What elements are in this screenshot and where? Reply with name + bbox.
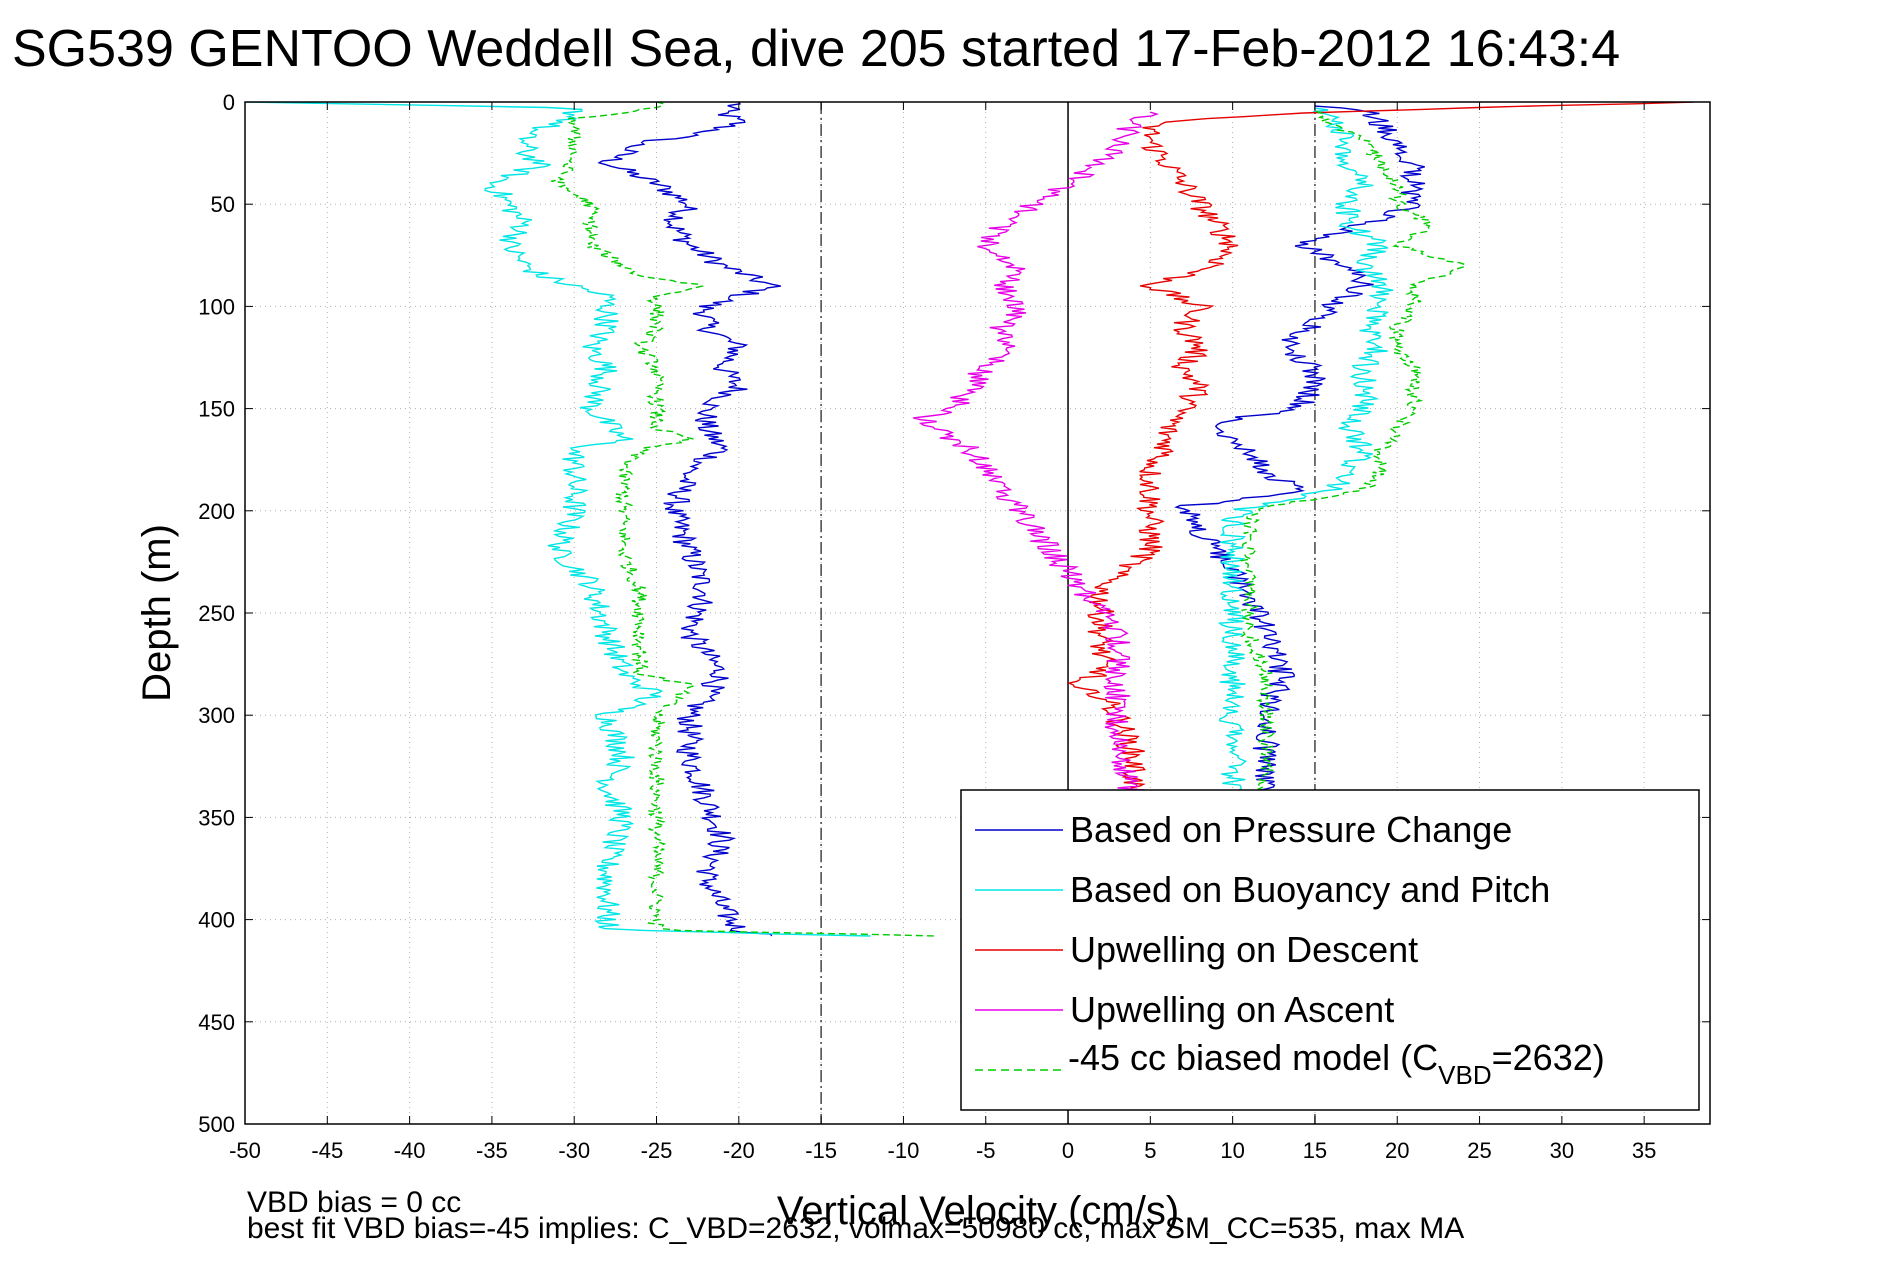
y-tick-label: 350 (198, 805, 235, 830)
legend-label-biased-model: -45 cc biased model (CVBD=2632) (1068, 1037, 1605, 1090)
x-tick-label: 35 (1632, 1138, 1656, 1163)
x-tick-label: 20 (1385, 1138, 1409, 1163)
series-line-45-cc-biased-model-c-vbd-2632-descent (551, 102, 937, 937)
y-tick-label: 400 (198, 908, 235, 933)
x-tick-label: -20 (723, 1138, 755, 1163)
y-axis-title: Depth (m) (135, 524, 179, 702)
y-tick-label: 450 (198, 1010, 235, 1035)
footnote-best-fit: best fit VBD bias=-45 implies: C_VBD=263… (247, 1212, 1464, 1245)
x-tick-label: 0 (1062, 1138, 1074, 1163)
legend-label-upwelling-ascent: Upwelling on Ascent (1070, 989, 1394, 1030)
x-tick-label: -15 (805, 1138, 837, 1163)
x-tick-label: 25 (1467, 1138, 1491, 1163)
series-layer (245, 102, 1694, 937)
series-line-upwelling-on-ascent-ascent (913, 111, 1160, 819)
x-tick-label: -30 (558, 1138, 590, 1163)
series-line-based-on-buoyancy-and-pitch-descent (245, 102, 871, 937)
footnote-vbd-bias: VBD bias = 0 cc (247, 1186, 461, 1219)
legend-box (960, 789, 1700, 1111)
chart-title: SG539 GENTOO Weddell Sea, dive 205 start… (12, 20, 1620, 78)
x-tick-label: -45 (311, 1138, 343, 1163)
x-tick-label: -50 (229, 1138, 261, 1163)
legend-label-upwelling-descent: Upwelling on Descent (1070, 929, 1418, 970)
y-tick-label: 300 (198, 703, 235, 728)
series-line-upwelling-on-descent-descent (1066, 102, 1694, 819)
legend-label-biased-model-subscript: VBD (1438, 1060, 1491, 1090)
x-tick-label: 15 (1303, 1138, 1327, 1163)
x-tick-label: -10 (888, 1138, 920, 1163)
series-line-based-on-pressure-change-descent (597, 102, 781, 937)
y-tick-label: 250 (198, 601, 235, 626)
x-tick-label: -25 (641, 1138, 673, 1163)
y-tick-labels: 0 50 100 150 200 250 300 350 400 450 500 (198, 90, 1710, 1137)
x-tick-labels: -50 -45 -40 -35 -30 -25 -20 -15 -10 -5 0 5 10 15 20 25 3… (229, 102, 1656, 1163)
y-tick-label: 200 (198, 499, 235, 524)
x-tick-label: 30 (1550, 1138, 1574, 1163)
x-tick-label: -40 (394, 1138, 426, 1163)
series-line-45-cc-biased-model-c-vbd-2632-ascent (1239, 107, 1467, 937)
y-tick-label: 50 (211, 192, 235, 217)
legend: Based on Pressure Change Based on Buoyan… (960, 789, 1700, 1111)
legend-label-biased-model-main: -45 cc biased model (C (1068, 1037, 1438, 1078)
legend-label-pressure-change: Based on Pressure Change (1070, 809, 1512, 850)
y-tick-label: 150 (198, 397, 235, 422)
y-tick-label: 100 (198, 294, 235, 319)
legend-label-buoyancy-pitch: Based on Buoyancy and Pitch (1070, 869, 1550, 910)
x-tick-label: 10 (1220, 1138, 1244, 1163)
x-axis-title: Vertical Velocity (cm/s) (777, 1189, 1179, 1233)
legend-label-biased-model-end: =2632) (1492, 1037, 1605, 1078)
y-tick-label: 500 (198, 1112, 235, 1137)
x-tick-label: -35 (476, 1138, 508, 1163)
y-tick-label: 0 (223, 90, 235, 115)
x-tick-label: -5 (976, 1138, 996, 1163)
x-tick-label: 5 (1144, 1138, 1156, 1163)
